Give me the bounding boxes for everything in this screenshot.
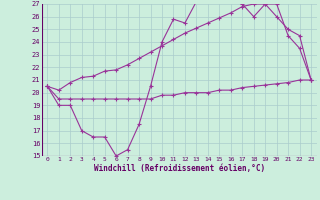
X-axis label: Windchill (Refroidissement éolien,°C): Windchill (Refroidissement éolien,°C)	[94, 164, 265, 173]
